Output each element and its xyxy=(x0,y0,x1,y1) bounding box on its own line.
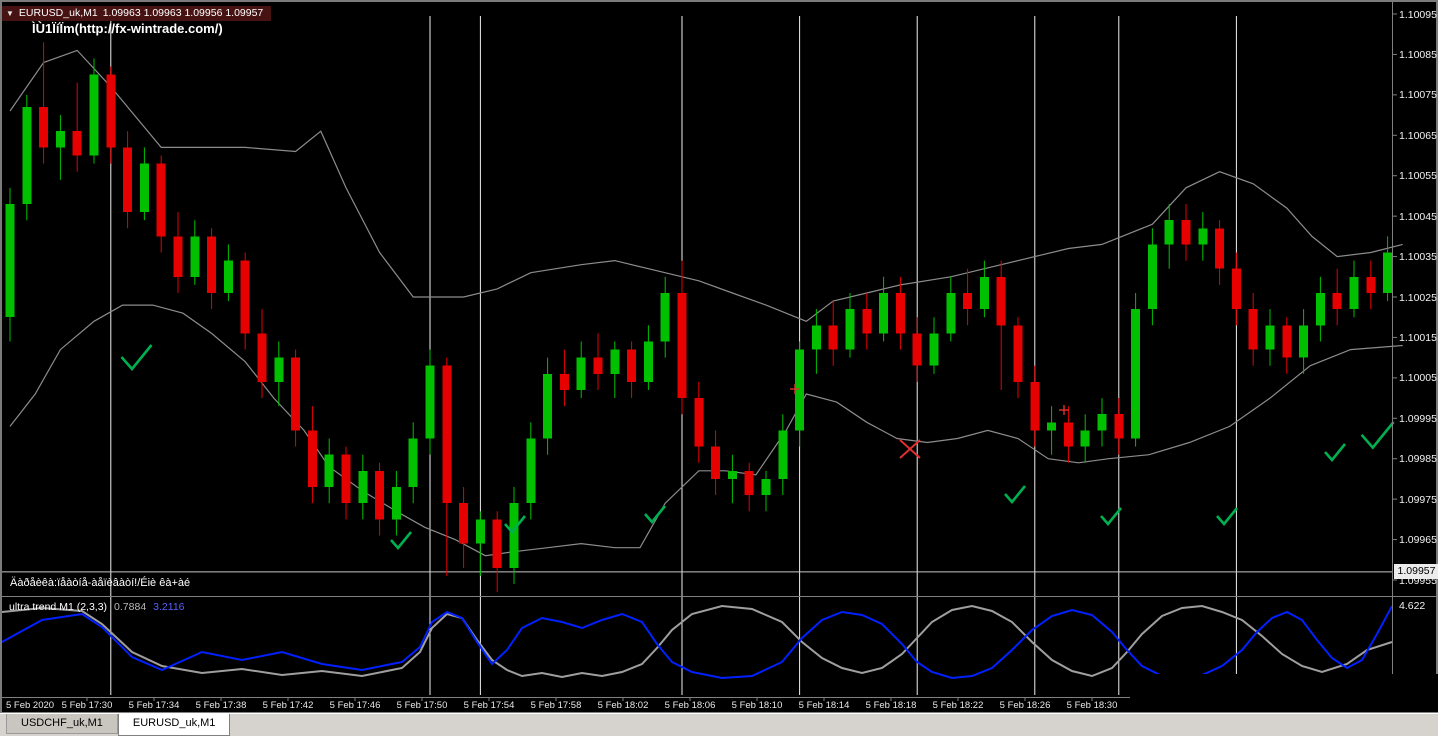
current-price-box: 1.09957 xyxy=(1394,564,1438,579)
dropdown-triangle-icon[interactable]: ▼ xyxy=(6,9,14,18)
price-scale-label: 1.10095 xyxy=(1399,8,1437,21)
time-axis-label: 5 Feb 18:22 xyxy=(932,700,984,711)
overlay-box xyxy=(1130,674,1438,713)
time-axis-label: 5 Feb 18:10 xyxy=(731,700,783,711)
price-scale-label: 1.09975 xyxy=(1399,493,1437,506)
time-axis[interactable]: 5 Feb 2020 5 Feb 17:30 5 Feb 17:34 5 Feb 17… xyxy=(2,698,1438,714)
chart-comment-text: Äàðåèêà:ïåàòíå-àåïèâàòí!/Éiè êà+àé xyxy=(10,577,191,589)
time-axis-label: 5 Feb 17:50 xyxy=(396,700,448,711)
price-scale-label: 1.09965 xyxy=(1399,534,1437,547)
indicator-scale-value: 4.622 xyxy=(1399,600,1426,612)
price-scale-label: 1.10035 xyxy=(1399,251,1437,264)
price-scale-label: 1.10055 xyxy=(1399,170,1437,183)
price-scale-label: 1.10045 xyxy=(1399,210,1437,223)
chart-ohlc-values: 1.09963 1.09963 1.09956 1.09957 xyxy=(102,7,264,19)
price-scale-label: 1.09985 xyxy=(1399,453,1437,466)
chart-title-overlay: ▼ EURUSD_uk,M1 1.09963 1.09963 1.09956 1… xyxy=(2,6,272,21)
chart-area[interactable]: ▼ EURUSD_uk,M1 1.09963 1.09963 1.09956 1… xyxy=(0,0,1438,714)
price-scale-label: 1.09995 xyxy=(1399,412,1437,425)
watermark-text: ÌÙ1ÏíÏm(http://fx-wintrade.com/) xyxy=(32,21,223,36)
price-scale-label: 1.10005 xyxy=(1399,372,1437,385)
time-axis-label: 5 Feb 17:58 xyxy=(530,700,582,711)
chart-symbol-label: EURUSD_uk,M1 xyxy=(18,7,98,19)
time-axis-label: 5 Feb 17:38 xyxy=(195,700,247,711)
time-axis-label: 5 Feb 18:02 xyxy=(597,700,649,711)
price-scale[interactable]: 1.10095 1.10085 1.10075 1.10065 1.10055 1.100… xyxy=(1393,2,1438,697)
time-axis-label: 5 Feb 18:18 xyxy=(865,700,917,711)
time-axis-label: 5 Feb 17:54 xyxy=(463,700,515,711)
time-axis-label: 5 Feb 18:06 xyxy=(664,700,716,711)
time-axis-label: 5 Feb 17:34 xyxy=(128,700,180,711)
price-scale-label: 1.10015 xyxy=(1399,331,1437,344)
indicator-name: ultra trend M1 (2,3,3) xyxy=(9,601,108,613)
time-axis-label: 5 Feb 17:46 xyxy=(329,700,381,711)
time-axis-label: 5 Feb 18:26 xyxy=(999,700,1051,711)
chart-canvas[interactable] xyxy=(2,2,1438,714)
time-axis-label: 5 Feb 17:42 xyxy=(262,700,314,711)
time-axis-label: 5 Feb 17:30 xyxy=(61,700,113,711)
indicator-value-2: 3.2116 xyxy=(153,601,185,613)
chart-tab-eurusd-uk-m1[interactable]: EURUSD_uk,M1 xyxy=(117,714,231,736)
time-axis-label: 5 Feb 18:30 xyxy=(1066,700,1118,711)
time-axis-label: 5 Feb 2020 xyxy=(6,700,55,711)
indicator-label: ultra trend M1 (2,3,3) 0.7884 3.2116 xyxy=(9,601,185,613)
price-scale-label: 1.10075 xyxy=(1399,89,1437,102)
price-scale-label: 1.10025 xyxy=(1399,291,1437,304)
price-scale-label: 1.10065 xyxy=(1399,129,1437,142)
time-axis-label: 5 Feb 18:14 xyxy=(798,700,850,711)
chart-tab-bar: USDCHF_uk,M1 EURUSD_uk,M1 xyxy=(0,712,1438,736)
price-scale-label: 1.10085 xyxy=(1399,48,1437,61)
chart-tab-usdchf-uk-m1[interactable]: USDCHF_uk,M1 xyxy=(6,714,118,734)
indicator-value-1: 0.7884 xyxy=(114,601,147,613)
